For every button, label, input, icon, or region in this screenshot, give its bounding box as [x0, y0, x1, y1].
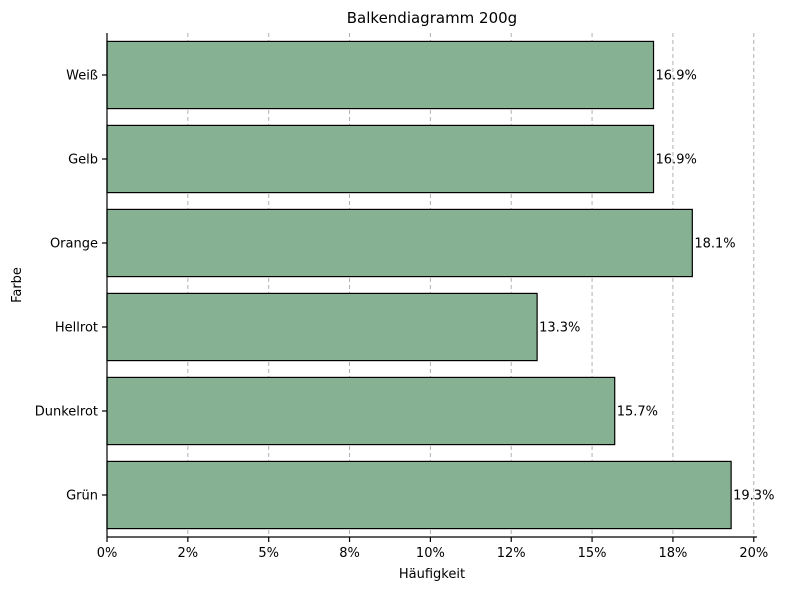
- bar: [106, 460, 732, 530]
- x-tick-label: 0%: [97, 546, 118, 561]
- data-label: 13.3%: [539, 321, 580, 336]
- y-axis-label: Farbe: [10, 267, 25, 303]
- bar: [106, 208, 693, 278]
- x-tick-label: 18%: [658, 546, 687, 561]
- bar: [106, 40, 655, 110]
- y-tick-label: Hellrot: [55, 321, 98, 336]
- data-label: 16.9%: [656, 69, 697, 84]
- x-tick-label: 15%: [578, 546, 607, 561]
- y-tick-label: Gelb: [68, 153, 98, 168]
- y-tick-label: Orange: [50, 237, 98, 252]
- bar: [106, 292, 538, 362]
- x-tick-label: 10%: [416, 546, 445, 561]
- x-ticks: 0% 2% 5% 8% 10% 12% 15% 18% 20%: [97, 537, 768, 561]
- y-tick-label: Grün: [66, 489, 98, 504]
- x-tick-label: 2%: [178, 546, 199, 561]
- bar: [106, 124, 655, 194]
- axes: [106, 33, 757, 538]
- bars: [106, 40, 732, 530]
- data-label: 19.3%: [733, 489, 774, 504]
- bar: [106, 376, 616, 446]
- data-label: 15.7%: [617, 405, 658, 420]
- x-tick-label: 12%: [497, 546, 526, 561]
- data-labels: 16.9% 16.9% 18.1% 13.3% 15.7% 19.3%: [539, 69, 774, 504]
- grid-lines: [187, 33, 755, 537]
- data-label: 16.9%: [656, 153, 697, 168]
- y-ticks: Weiß Gelb Orange Hellrot Dunkelrot Grün: [35, 69, 107, 504]
- y-tick-label: Weiß: [66, 69, 98, 84]
- x-tick-label: 5%: [258, 546, 279, 561]
- x-axis-label: Häufigkeit: [399, 567, 465, 582]
- y-tick-label: Dunkelrot: [35, 405, 98, 420]
- x-tick-label: 20%: [739, 546, 768, 561]
- chart-title: Balkendiagramm 200g: [347, 9, 517, 27]
- x-tick-label: 8%: [339, 546, 360, 561]
- data-label: 18.1%: [694, 237, 735, 252]
